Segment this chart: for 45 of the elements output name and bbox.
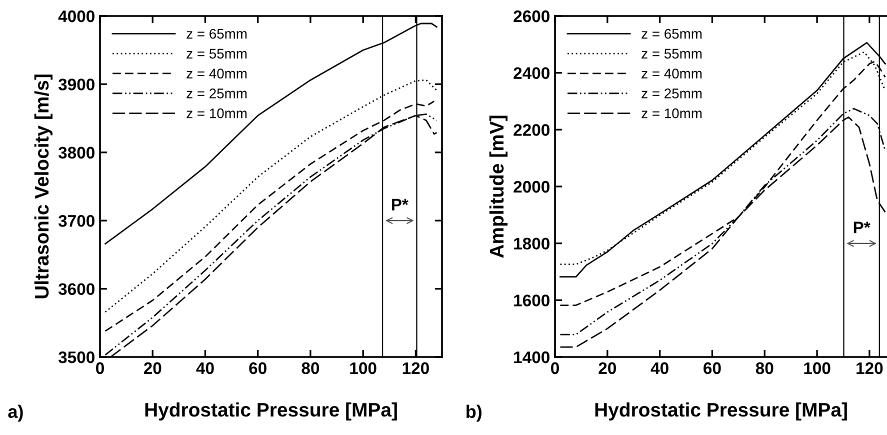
legend-label: z = 40mm bbox=[642, 68, 702, 78]
y-tick-label: 2400 bbox=[514, 67, 550, 80]
y-tick-label: 1800 bbox=[514, 238, 550, 250]
legend-label: z = 40mm bbox=[186, 68, 247, 78]
x-tick-label: 20 bbox=[144, 362, 162, 374]
annotation: P* bbox=[392, 198, 408, 210]
y-axis-title: Ultrasonic Velocity [m/s] bbox=[34, 74, 53, 298]
x-tick-label: 0 bbox=[96, 362, 104, 374]
text: b) bbox=[466, 404, 482, 422]
x-tick-label: 100 bbox=[804, 362, 830, 374]
x-axis-title: Hydrostatic Pressure [MPa] bbox=[145, 402, 397, 421]
x-tick-label: 40 bbox=[196, 362, 214, 374]
x-tick-label: 20 bbox=[598, 362, 616, 374]
y-axis-title: Amplitude [mV] bbox=[489, 116, 508, 258]
x-tick-label: 120 bbox=[856, 362, 883, 374]
y-tick-label: 1400 bbox=[514, 351, 550, 364]
x-tick-label: 80 bbox=[756, 362, 774, 374]
legend-label: z = 65mm bbox=[642, 28, 702, 39]
y-tick-label: 2600 bbox=[514, 10, 550, 22]
x-tick-label: 60 bbox=[704, 362, 721, 374]
legend-label: z = 55mm bbox=[642, 48, 702, 59]
x-tick-label: 120 bbox=[402, 362, 429, 374]
y-tick-label: 4000 bbox=[58, 10, 94, 22]
y-tick-label: 3800 bbox=[58, 146, 94, 159]
y-tick-label: 3700 bbox=[58, 215, 94, 227]
y-tick-label: 3500 bbox=[58, 351, 94, 364]
y-tick-label: 3900 bbox=[58, 78, 94, 90]
annotation: P* bbox=[854, 222, 870, 234]
y-tick-label: 2200 bbox=[514, 124, 550, 136]
x-tick-label: 80 bbox=[302, 362, 320, 374]
x-tick-label: 0 bbox=[551, 362, 559, 374]
legend-label: z = 10mm bbox=[186, 108, 247, 118]
x-tick-label: 40 bbox=[650, 362, 668, 374]
y-tick-label: 2000 bbox=[514, 180, 550, 193]
legend-label: z = 10mm bbox=[642, 108, 702, 118]
y-tick-label: 3600 bbox=[58, 283, 94, 296]
legend-label: z = 55mm bbox=[186, 48, 247, 59]
y-tick-label: 1600 bbox=[514, 294, 550, 306]
text: a) bbox=[8, 404, 23, 422]
x-tick-label: 60 bbox=[249, 362, 266, 374]
legend-label: z = 25mm bbox=[186, 88, 247, 98]
legend-label: z = 65mm bbox=[186, 28, 247, 39]
legend-label: z = 25mm bbox=[642, 88, 702, 98]
x-axis-title: Hydrostatic Pressure [MPa] bbox=[595, 402, 847, 421]
x-tick-label: 100 bbox=[350, 362, 376, 374]
